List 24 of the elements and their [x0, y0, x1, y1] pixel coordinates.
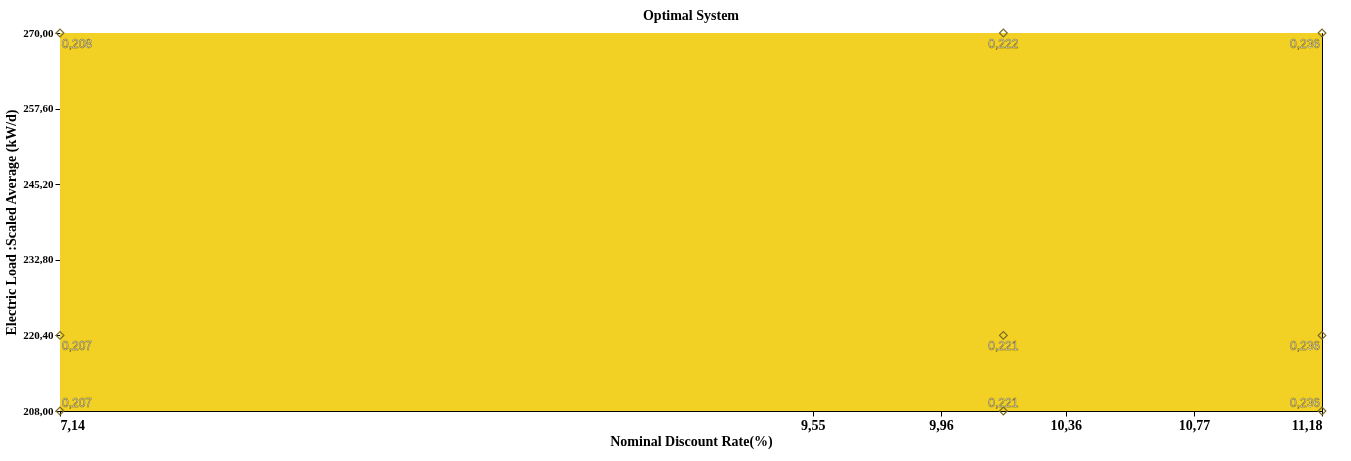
y-tick-label: 270,00 [23, 26, 54, 39]
annotation: 0,207 [62, 339, 93, 354]
x-tick-label: 10,77 [1178, 417, 1211, 433]
annotation: 0,236 [1289, 339, 1321, 354]
annotation: 0,221 [988, 339, 1019, 354]
chart-title: Optimal System [642, 7, 740, 23]
annotation: 0,207 [62, 396, 93, 410]
annotation: 0,221 [988, 396, 1019, 410]
y-tick-label: 245,20 [23, 177, 54, 190]
x-tick-label: 10,36 [1050, 417, 1083, 433]
y-axis-title: Electric Load :Scaled Average (kW/d) [4, 109, 21, 336]
y-tick-label: 220,40 [23, 328, 54, 341]
x-tick-label: 11,18 [1291, 417, 1323, 433]
x-tick-label: 7,14 [60, 417, 85, 433]
x-axis-title: Nominal Discount Rate(%) [610, 433, 774, 450]
annotation: 0,208 [62, 37, 93, 51]
x-tick-label: 9,96 [929, 417, 954, 433]
y-tick-label: 232,80 [23, 253, 54, 266]
x-tick-label: 9,55 [801, 417, 826, 433]
y-tick-label: 208,00 [23, 404, 54, 417]
annotation: 0,236 [1289, 37, 1321, 51]
y-tick-label: 257,60 [23, 102, 54, 115]
annotation: 0,222 [988, 37, 1019, 51]
annotation: 0,236 [1289, 396, 1321, 410]
